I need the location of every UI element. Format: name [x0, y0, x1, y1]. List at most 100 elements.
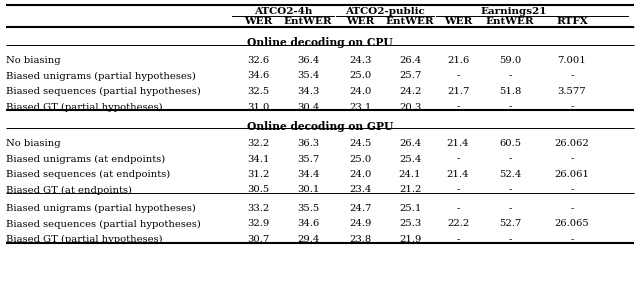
Text: 26.065: 26.065 — [555, 220, 589, 228]
Text: WER: WER — [346, 16, 374, 26]
Text: 23.4: 23.4 — [349, 186, 371, 195]
Text: 52.4: 52.4 — [499, 170, 521, 179]
Text: EntWER: EntWER — [284, 16, 332, 26]
Text: -: - — [570, 155, 573, 163]
Text: No biasing: No biasing — [6, 139, 61, 148]
Text: -: - — [456, 71, 460, 81]
Text: 32.6: 32.6 — [247, 56, 269, 65]
Text: -: - — [570, 235, 573, 244]
Text: -: - — [570, 103, 573, 111]
Text: Biased GT (at endpoints): Biased GT (at endpoints) — [6, 186, 132, 195]
Text: 24.3: 24.3 — [349, 56, 371, 65]
Text: Biased unigrams (partial hypotheses): Biased unigrams (partial hypotheses) — [6, 204, 196, 213]
Text: Biased sequences (partial hypotheses): Biased sequences (partial hypotheses) — [6, 219, 201, 228]
Text: 29.4: 29.4 — [297, 235, 319, 244]
Text: ATCO2-4h: ATCO2-4h — [254, 6, 312, 16]
Text: Biased unigrams (at endpoints): Biased unigrams (at endpoints) — [6, 154, 165, 163]
Text: RTFX: RTFX — [556, 16, 588, 26]
Text: WER: WER — [244, 16, 272, 26]
Text: 34.6: 34.6 — [247, 71, 269, 81]
Text: 34.3: 34.3 — [297, 87, 319, 96]
Text: 25.4: 25.4 — [399, 155, 421, 163]
Text: EntWER: EntWER — [486, 16, 534, 26]
Text: 35.7: 35.7 — [297, 155, 319, 163]
Text: 24.2: 24.2 — [399, 87, 421, 96]
Text: -: - — [570, 204, 573, 213]
Text: 7.001: 7.001 — [557, 56, 586, 65]
Text: 30.4: 30.4 — [297, 103, 319, 111]
Text: 30.7: 30.7 — [247, 235, 269, 244]
Text: -: - — [456, 235, 460, 244]
Text: 51.8: 51.8 — [499, 87, 521, 96]
Text: 36.4: 36.4 — [297, 56, 319, 65]
Text: 60.5: 60.5 — [499, 139, 521, 148]
Text: 26.4: 26.4 — [399, 139, 421, 148]
Text: -: - — [570, 71, 573, 81]
Text: Biased sequences (at endpoints): Biased sequences (at endpoints) — [6, 170, 170, 179]
Text: -: - — [570, 186, 573, 195]
Text: 21.9: 21.9 — [399, 235, 421, 244]
Text: -: - — [456, 186, 460, 195]
Text: 26.4: 26.4 — [399, 56, 421, 65]
Text: 21.2: 21.2 — [399, 186, 421, 195]
Text: 31.0: 31.0 — [247, 103, 269, 111]
Text: 21.4: 21.4 — [447, 170, 469, 179]
Text: 30.1: 30.1 — [297, 186, 319, 195]
Text: -: - — [508, 186, 512, 195]
Text: -: - — [508, 235, 512, 244]
Text: 20.3: 20.3 — [399, 103, 421, 111]
Text: 33.2: 33.2 — [247, 204, 269, 213]
Text: 25.0: 25.0 — [349, 71, 371, 81]
Text: Biased GT (partial hypotheses): Biased GT (partial hypotheses) — [6, 235, 163, 244]
Text: 23.1: 23.1 — [349, 103, 371, 111]
Text: 24.0: 24.0 — [349, 170, 371, 179]
Text: 32.9: 32.9 — [247, 220, 269, 228]
Text: -: - — [508, 155, 512, 163]
Text: 21.6: 21.6 — [447, 56, 469, 65]
Text: 32.5: 32.5 — [247, 87, 269, 96]
Text: 26.061: 26.061 — [555, 170, 589, 179]
Text: Biased unigrams (partial hypotheses): Biased unigrams (partial hypotheses) — [6, 71, 196, 81]
Text: 24.5: 24.5 — [349, 139, 371, 148]
Text: 35.5: 35.5 — [297, 204, 319, 213]
Text: -: - — [456, 204, 460, 213]
Text: 34.6: 34.6 — [297, 220, 319, 228]
Text: -: - — [508, 71, 512, 81]
Text: 30.5: 30.5 — [247, 186, 269, 195]
Text: Online decoding on CPU: Online decoding on CPU — [247, 38, 393, 49]
Text: 23.8: 23.8 — [349, 235, 371, 244]
Text: 21.4: 21.4 — [447, 139, 469, 148]
Text: 32.2: 32.2 — [247, 139, 269, 148]
Text: 34.1: 34.1 — [247, 155, 269, 163]
Text: WER: WER — [444, 16, 472, 26]
Text: 36.3: 36.3 — [297, 139, 319, 148]
Text: EntWER: EntWER — [386, 16, 435, 26]
Text: 24.7: 24.7 — [349, 204, 371, 213]
Text: 25.1: 25.1 — [399, 204, 421, 213]
Text: 24.9: 24.9 — [349, 220, 371, 228]
Text: 31.2: 31.2 — [247, 170, 269, 179]
Text: 59.0: 59.0 — [499, 56, 521, 65]
Text: 34.4: 34.4 — [297, 170, 319, 179]
Text: Biased sequences (partial hypotheses): Biased sequences (partial hypotheses) — [6, 87, 201, 96]
Text: Online decoding on GPU: Online decoding on GPU — [247, 121, 393, 131]
Text: Biased GT (partial hypotheses): Biased GT (partial hypotheses) — [6, 102, 163, 111]
Text: 35.4: 35.4 — [297, 71, 319, 81]
Text: No biasing: No biasing — [6, 56, 61, 65]
Text: 52.7: 52.7 — [499, 220, 521, 228]
Text: 25.3: 25.3 — [399, 220, 421, 228]
Text: 3.577: 3.577 — [557, 87, 586, 96]
Text: ATCO2-public: ATCO2-public — [345, 6, 425, 16]
Text: -: - — [508, 204, 512, 213]
Text: 26.062: 26.062 — [555, 139, 589, 148]
Text: -: - — [508, 103, 512, 111]
Text: 25.0: 25.0 — [349, 155, 371, 163]
Text: 24.1: 24.1 — [399, 170, 421, 179]
Text: 25.7: 25.7 — [399, 71, 421, 81]
Text: -: - — [456, 103, 460, 111]
Text: Earnings21: Earnings21 — [481, 6, 547, 16]
Text: 24.0: 24.0 — [349, 87, 371, 96]
Text: 22.2: 22.2 — [447, 220, 469, 228]
Text: 21.7: 21.7 — [447, 87, 469, 96]
Text: -: - — [456, 155, 460, 163]
